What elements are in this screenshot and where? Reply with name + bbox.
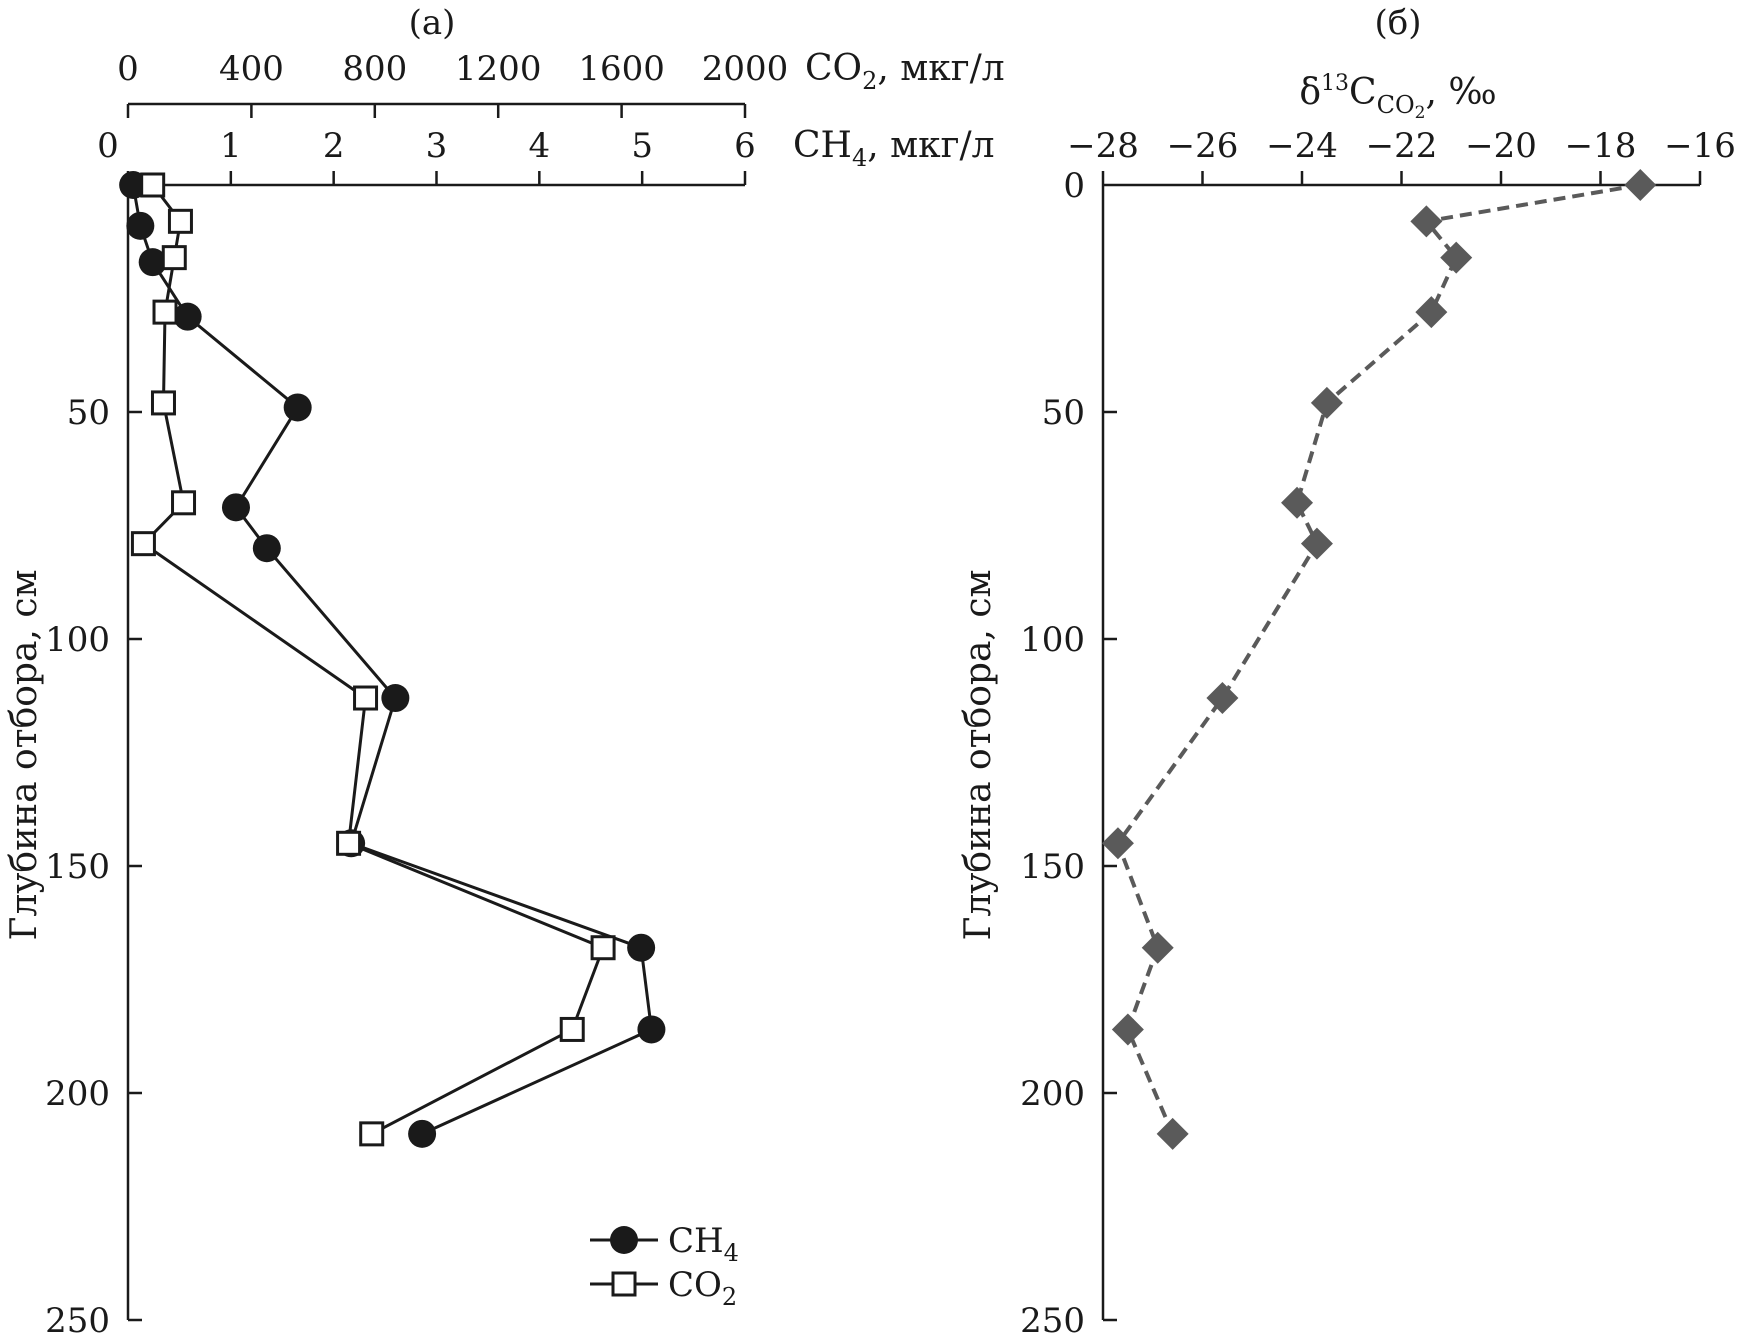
panel-b: (б) δ13CCO2, ‰ −28 −26 −24 −22 −20 −18 −16 0 50 100… bbox=[958, 3, 1736, 1341]
d13c-tick-label: −20 bbox=[1465, 126, 1537, 166]
ch4-tick-label: 6 bbox=[734, 126, 756, 166]
depth-b-tick-label: 250 bbox=[1020, 1301, 1085, 1341]
ch4-tick-label: 3 bbox=[426, 126, 448, 166]
ch4-point bbox=[637, 1015, 666, 1044]
d13c-point bbox=[1624, 169, 1657, 201]
ch4-point bbox=[173, 302, 202, 331]
depth-a-tick-label: 150 bbox=[45, 847, 110, 887]
d13c-tick-label: −22 bbox=[1366, 126, 1438, 166]
d13c-tick-label: −26 bbox=[1167, 126, 1239, 166]
d13c-axis-title: δ13CCO2, ‰ bbox=[1299, 71, 1496, 123]
d13c-point bbox=[1281, 486, 1314, 519]
ch4-point bbox=[221, 493, 250, 522]
d13c-point bbox=[1410, 205, 1443, 238]
d13c-point bbox=[1415, 296, 1448, 329]
co2-point bbox=[353, 685, 379, 711]
co2-point bbox=[336, 830, 362, 856]
legend-co2-label: CO2 bbox=[668, 1265, 737, 1311]
co2-point bbox=[161, 245, 187, 271]
ch4-tick-label: 1 bbox=[220, 126, 242, 166]
ch4-point bbox=[627, 933, 656, 962]
co2-tick-label: 0 bbox=[117, 49, 139, 89]
co2-tick-label: 1600 bbox=[578, 49, 665, 89]
ch4-point bbox=[283, 393, 312, 422]
legend-co2-marker bbox=[611, 1271, 637, 1297]
panel-a: (а)0 400 800 1200 1600 2000 CO2, мкг/л0 1 2 3 4 5 6 C… bbox=[4, 3, 1005, 1341]
co2-point bbox=[130, 531, 156, 557]
depth-axis-b-title: Глубина отбора, см bbox=[958, 570, 999, 941]
ch4-tick-label: 0 bbox=[97, 126, 119, 166]
d13c-series-line bbox=[1115, 183, 1641, 1135]
co2-point bbox=[152, 299, 178, 325]
ch4-tick-label: 4 bbox=[529, 126, 551, 166]
depth-axis-a-title: Глубина отбора, см bbox=[4, 570, 45, 941]
co2-series-line bbox=[141, 184, 606, 1136]
ch4-point bbox=[138, 248, 167, 277]
co2-point bbox=[140, 172, 166, 198]
d13c-point bbox=[1111, 1013, 1144, 1046]
depth-a-tick-label: 50 bbox=[67, 393, 110, 433]
depth-b-tick-label: 150 bbox=[1020, 847, 1085, 887]
co2-axis-title: CO2, мкг/л bbox=[805, 48, 1005, 95]
legend-ch4-marker bbox=[610, 1226, 638, 1254]
ch4-point bbox=[126, 211, 155, 240]
ch4-point bbox=[252, 534, 281, 563]
co2-tick-label: 800 bbox=[342, 49, 407, 89]
ch4-tick-label: 2 bbox=[323, 126, 345, 166]
ch4-point bbox=[381, 684, 410, 713]
d13c-point bbox=[1300, 527, 1333, 560]
d13c-point bbox=[1101, 827, 1134, 860]
co2-point bbox=[171, 490, 197, 516]
co2-tick-label: 400 bbox=[219, 49, 284, 89]
ch4-tick-label: 5 bbox=[631, 126, 653, 166]
d13c-point bbox=[1310, 386, 1343, 419]
co2-point bbox=[590, 935, 616, 961]
co2-tick-label: 1200 bbox=[455, 49, 542, 89]
d13c-point bbox=[1440, 241, 1473, 274]
d13c-point bbox=[1206, 682, 1239, 715]
panel-a-label: (а) bbox=[409, 3, 456, 43]
ch4-series-line bbox=[131, 184, 654, 1136]
ch4-point bbox=[408, 1119, 437, 1148]
legend-ch4-label: CH4 bbox=[668, 1221, 739, 1267]
d13c-point bbox=[1156, 1117, 1189, 1150]
depth-b-tick-label: 50 bbox=[1042, 393, 1085, 433]
depth-b-tick-label: 200 bbox=[1020, 1074, 1085, 1114]
ch4-axis-title: CH4, мкг/л bbox=[793, 125, 994, 172]
d13c-tick-label: −28 bbox=[1067, 126, 1139, 166]
depth-a-tick-label: 100 bbox=[45, 620, 110, 660]
d13c-tick-label: −18 bbox=[1565, 126, 1637, 166]
depth-b-tick-label: 0 bbox=[1063, 166, 1085, 206]
depth-b-tick-label: 100 bbox=[1020, 620, 1085, 660]
co2-point bbox=[359, 1121, 385, 1147]
ch4-point bbox=[119, 171, 148, 199]
depth-a-tick-label: 250 bbox=[45, 1301, 110, 1341]
d13c-tick-label: −24 bbox=[1266, 126, 1338, 166]
depth-a-tick-label: 200 bbox=[45, 1074, 110, 1114]
co2-point bbox=[559, 1016, 585, 1042]
co2-point bbox=[150, 390, 176, 416]
panel-b-label: (б) bbox=[1375, 3, 1422, 43]
co2-tick-label: 2000 bbox=[702, 49, 789, 89]
d13c-point bbox=[1141, 931, 1174, 964]
co2-point bbox=[167, 208, 193, 234]
d13c-tick-label: −16 bbox=[1664, 126, 1736, 166]
